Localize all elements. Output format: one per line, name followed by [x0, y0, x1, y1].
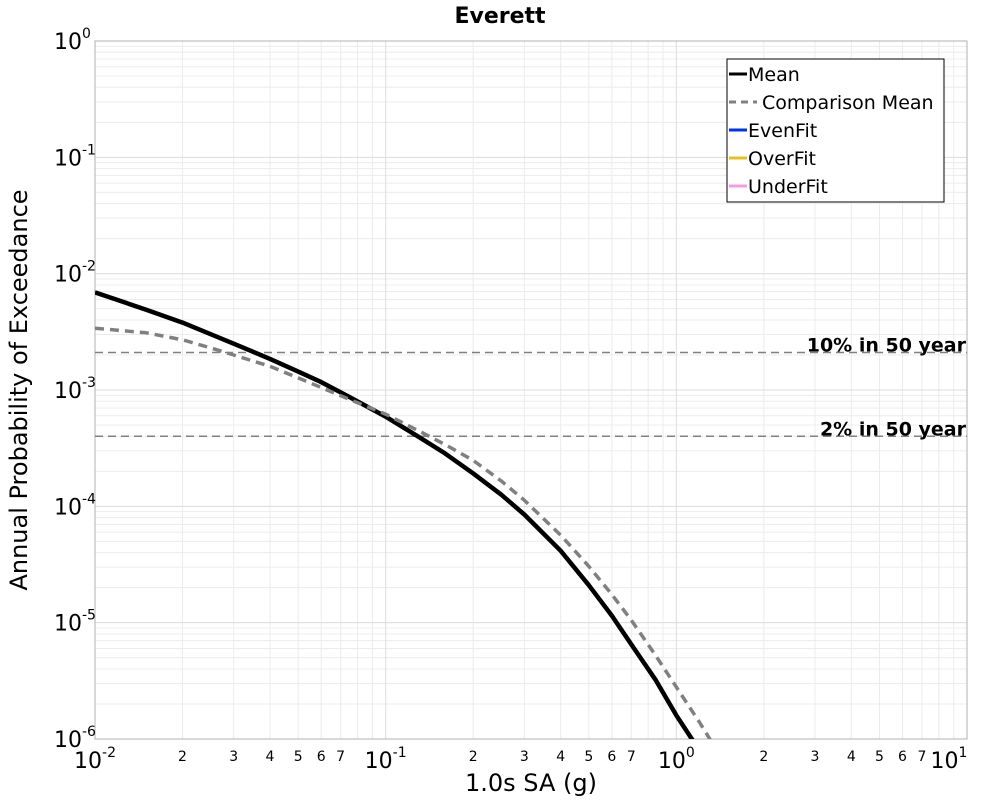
y-tick-base: 10	[54, 30, 82, 55]
y-tick-label: 10-3	[54, 375, 96, 404]
x-minor-tick-label: 2	[759, 749, 768, 765]
legend-label: Comparison Mean	[762, 92, 934, 114]
x-minor-tick-label: 6	[898, 749, 907, 765]
y-tick-exponent: -6	[82, 724, 96, 740]
y-tick-base: 10	[54, 263, 82, 288]
series-line-comparison-mean	[95, 326, 712, 739]
x-axis-label: 1.0s SA (g)	[465, 769, 597, 797]
x-tick-base: 10	[658, 749, 686, 774]
legend-box	[726, 58, 945, 203]
chart-title: Everett	[454, 4, 546, 29]
x-tick-exponent: -2	[102, 745, 116, 761]
x-minor-tick-label: 2	[469, 749, 478, 765]
reference-lines: 10% in 50 year 2% in 50 year	[95, 335, 967, 440]
y-tick-label: 10-2	[54, 259, 96, 288]
legend-label: UnderFit	[748, 176, 828, 198]
x-tick-base: 10	[365, 749, 393, 774]
y-tick-label: 10-1	[54, 142, 96, 171]
series-layer	[95, 290, 712, 739]
x-tick-exponent: -1	[393, 745, 407, 761]
y-tick-base: 10	[54, 612, 82, 637]
x-tick-label: 101	[931, 745, 968, 774]
plot-frame	[94, 40, 968, 740]
x-minor-tick-label: 3	[229, 749, 238, 765]
y-tick-label: 10-5	[54, 608, 96, 637]
x-tick-exponent: 1	[959, 745, 968, 761]
x-minor-tick-label: 6	[607, 749, 616, 765]
y-tick-base: 10	[54, 495, 82, 520]
y-tick-exponent: -2	[82, 259, 96, 275]
x-minor-tick-label: 4	[556, 749, 565, 765]
x-tick-exponent: 0	[686, 745, 695, 761]
x-minor-tick-label: 7	[627, 749, 636, 765]
x-tick-base: 10	[931, 749, 959, 774]
y-tick-exponent: -4	[82, 491, 96, 507]
y-tick-exponent: 0	[82, 26, 91, 42]
x-tick-label: 10-1	[365, 745, 407, 774]
y-tick-label: 10-6	[54, 724, 96, 753]
series-line-mean	[95, 290, 695, 739]
x-minor-tick-label: 4	[847, 749, 856, 765]
x-tick-label: 10-2	[74, 745, 116, 774]
x-minor-tick-label: 3	[811, 749, 820, 765]
y-tick-base: 10	[54, 146, 82, 171]
y-tick-label: 100	[54, 26, 91, 55]
legend-items: Mean Comparison Mean EvenFit OverFit UnderFi…	[729, 64, 934, 198]
legend-label: EvenFit	[748, 120, 817, 142]
x-minor-tick-label: 7	[336, 749, 345, 765]
y-axis-label: Annual Probability of Exceedance	[5, 189, 33, 590]
legend: Mean Comparison Mean EvenFit OverFit UnderFi…	[726, 58, 945, 203]
y-tick-exponent: -1	[82, 142, 96, 158]
legend-label: Mean	[748, 64, 800, 86]
x-minor-tick-label: 4	[266, 749, 275, 765]
y-tick-base: 10	[54, 728, 82, 753]
x-tick-label: 100	[658, 745, 695, 774]
y-tick-base: 10	[54, 379, 82, 404]
x-minor-tick-label: 5	[875, 749, 884, 765]
x-minor-tick-label: 3	[520, 749, 529, 765]
reference-line-label: 10% in 50 year	[807, 335, 967, 357]
x-minor-tick-label: 5	[584, 749, 593, 765]
legend-label: OverFit	[748, 148, 816, 170]
y-tick-exponent: -3	[82, 375, 96, 391]
x-minor-tick-label: 5	[294, 749, 303, 765]
x-tick-base: 10	[74, 749, 102, 774]
reference-line-label: 2% in 50 year	[820, 418, 967, 440]
x-minor-tick-label: 7	[918, 749, 927, 765]
x-minor-tick-label: 6	[317, 749, 326, 765]
y-tick-exponent: -5	[82, 608, 96, 624]
y-tick-label: 10-4	[54, 491, 96, 520]
x-minor-tick-label: 2	[178, 749, 187, 765]
